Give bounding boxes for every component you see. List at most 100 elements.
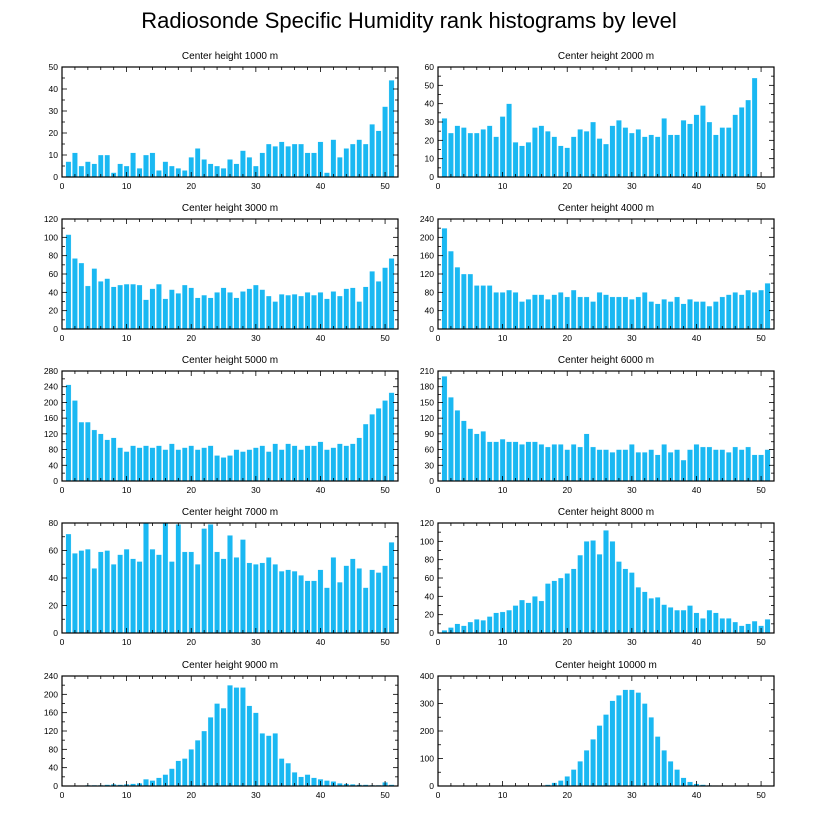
y-tick-label: 150	[420, 397, 434, 407]
bar	[97, 551, 104, 634]
bar	[654, 136, 661, 178]
bar	[162, 522, 169, 634]
bar	[349, 143, 356, 178]
y-tick-label: 40	[49, 287, 59, 297]
x-tick-label: 40	[316, 790, 326, 800]
bar	[207, 445, 214, 482]
bar	[661, 299, 667, 330]
panel-4: Center height 4000 m 0 10 20 30 40 50 0 40 80 120 1…	[420, 203, 775, 343]
bar	[745, 446, 751, 482]
bar	[570, 136, 577, 178]
bar	[609, 452, 616, 482]
bar	[227, 292, 233, 330]
x-tick-label: 30	[627, 485, 637, 495]
bar	[751, 77, 758, 178]
bar	[577, 554, 583, 634]
bar	[506, 441, 512, 482]
bar	[194, 148, 201, 178]
x-tick-label: 20	[186, 485, 196, 495]
y-tick-label: 0	[53, 172, 58, 182]
bar	[506, 609, 512, 634]
bar	[570, 769, 577, 787]
bar	[72, 258, 78, 330]
y-tick-label: 280	[44, 366, 58, 376]
bar	[738, 449, 745, 482]
bar	[661, 118, 667, 178]
bar	[577, 296, 583, 330]
bar	[551, 580, 558, 634]
bar	[181, 170, 188, 178]
x-tick-label: 20	[562, 181, 572, 191]
bar	[227, 455, 233, 482]
bar	[253, 564, 259, 634]
bar	[143, 154, 149, 178]
x-tick-label: 30	[627, 790, 637, 800]
bar	[130, 152, 136, 178]
x-tick-label: 10	[122, 181, 132, 191]
bar	[525, 441, 532, 482]
bar	[635, 692, 642, 787]
y-tick-label: 120	[420, 269, 434, 279]
bar	[65, 384, 72, 482]
bar	[207, 524, 214, 634]
bar	[674, 769, 680, 787]
y-tick-label: 0	[429, 476, 434, 486]
bar	[175, 449, 182, 482]
bar	[317, 569, 324, 634]
bar	[635, 296, 642, 330]
bar	[635, 129, 642, 178]
y-tick-label: 120	[44, 726, 58, 736]
bar	[590, 446, 596, 482]
bar	[388, 392, 395, 482]
bar	[545, 299, 551, 330]
bar	[311, 152, 317, 178]
y-tick-label: 40	[425, 99, 435, 109]
y-tick-label: 80	[49, 518, 59, 528]
x-tick-label: 20	[186, 637, 196, 647]
bar	[661, 444, 667, 482]
bar	[311, 445, 317, 482]
x-tick-label: 30	[627, 181, 637, 191]
bar	[532, 441, 538, 482]
bar	[246, 562, 253, 634]
bar	[227, 685, 233, 787]
x-tick-label: 40	[692, 790, 702, 800]
panel-1: Center height 1000 m 0 10 20 30 40 50 0 10 20 30 40…	[49, 51, 399, 191]
y-tick-label: 20	[49, 601, 59, 611]
y-tick-label: 160	[44, 413, 58, 423]
bar	[551, 294, 558, 330]
bar	[253, 712, 259, 787]
bar	[641, 703, 648, 787]
y-tick-label: 60	[49, 546, 59, 556]
bar	[512, 605, 519, 634]
bar	[719, 127, 726, 178]
bar	[519, 599, 525, 634]
bar	[603, 449, 609, 482]
bar	[583, 296, 590, 330]
bar	[220, 168, 227, 178]
bar	[725, 127, 732, 178]
x-tick-label: 50	[756, 790, 766, 800]
bar	[272, 443, 279, 482]
bar	[194, 740, 201, 787]
bar	[454, 623, 461, 634]
bar	[473, 433, 480, 482]
bar	[72, 152, 78, 178]
bar	[156, 445, 162, 482]
bar	[448, 132, 454, 178]
bar	[577, 446, 583, 482]
bar	[506, 103, 512, 178]
bar	[324, 587, 330, 634]
x-tick-label: 0	[436, 485, 441, 495]
bar	[278, 570, 285, 634]
y-tick-label: 240	[44, 382, 58, 392]
bar	[758, 289, 764, 330]
y-tick-label: 0	[429, 324, 434, 334]
bar	[156, 554, 162, 634]
bar	[175, 524, 182, 634]
bar	[667, 452, 674, 482]
bar	[91, 163, 98, 178]
bar	[188, 287, 195, 330]
bar	[519, 301, 525, 330]
bar	[641, 292, 648, 330]
